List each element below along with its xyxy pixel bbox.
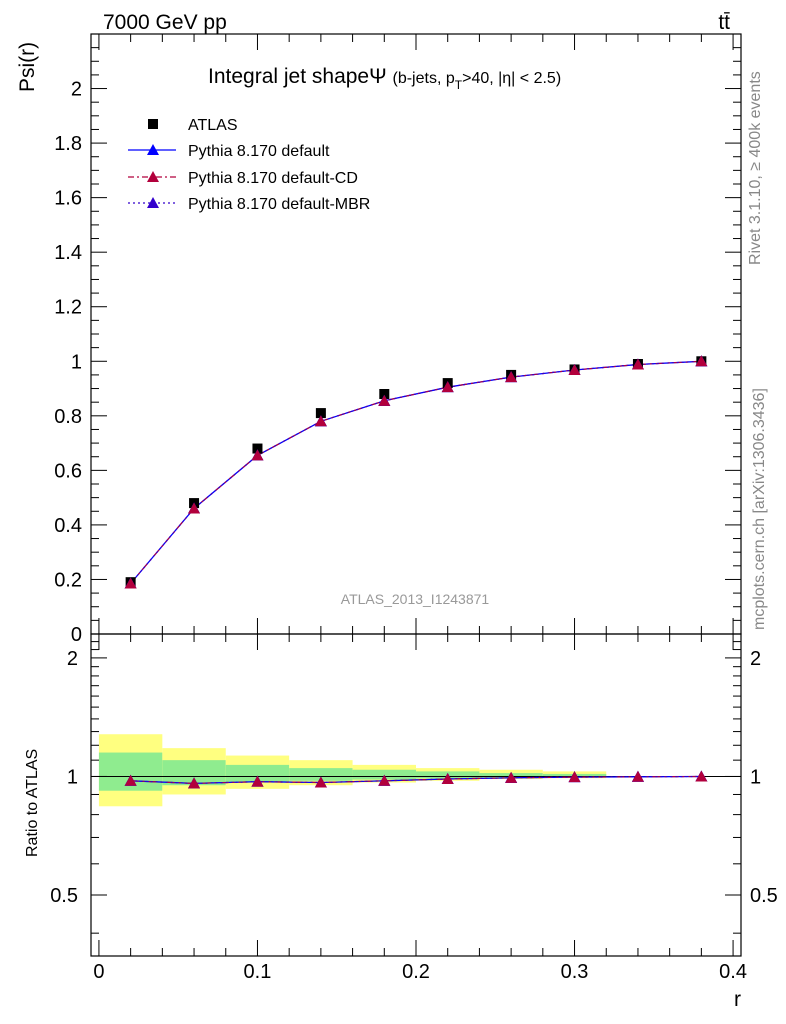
legend: ATLAS Pythia 8.170 default Pythia 8.170 de…	[128, 117, 370, 213]
x-axis-label: r	[734, 988, 741, 1011]
legend-entry: ATLAS	[148, 117, 238, 134]
ratio-marker	[631, 770, 644, 782]
ratio-plot-panel: 0.5 0.5 1 1 2 2 0 0.1 0.2 0.3 0.4 Ratio to ATLAS r	[24, 633, 778, 1011]
ratio-marker	[378, 774, 391, 786]
mcplots-label: mcplots.cern.ch [arXiv:1306.3436]	[751, 388, 768, 630]
y-tick-label: 1	[71, 351, 82, 373]
ratio-y-tick-label: 0.5	[50, 885, 78, 907]
y-tick-label: 1.6	[54, 188, 82, 210]
y-tick-label: 0	[71, 624, 82, 646]
x-tick-label: 0.1	[244, 961, 272, 983]
legend-square-marker	[148, 119, 158, 129]
chart-title-sub-index: T	[455, 78, 463, 92]
main-series-line	[130, 360, 702, 584]
atlas-data-point	[252, 443, 263, 454]
ratio-y-tick-label-right: 1	[750, 766, 761, 788]
y-tick-label: 1.2	[54, 297, 82, 319]
ratio-marker	[188, 777, 201, 789]
ratio-y-tick-label: 2	[67, 648, 78, 670]
main-series-line	[130, 360, 702, 584]
legend-triangle-marker	[147, 171, 159, 182]
legend-label: Pythia 8.170 default-MBR	[188, 196, 370, 213]
legend-label: Pythia 8.170 default-CD	[188, 170, 358, 187]
ratio-y-tick-label-right: 2	[750, 648, 761, 670]
x-tick-label: 0.2	[402, 961, 430, 983]
cd-marker	[695, 355, 708, 367]
rivet-label: Rivet 3.1.10, ≥ 400k events	[747, 71, 764, 265]
chart-title-sub: (b-jets, p	[393, 70, 455, 87]
ratio-marker	[124, 774, 137, 786]
legend-label: ATLAS	[188, 117, 238, 134]
ratio-series-line	[130, 775, 702, 785]
atlas-data-point	[379, 389, 390, 399]
chart-title: Integral jet shapeΨ (b-jets, pT>40, |η| …	[208, 65, 561, 92]
cd-marker	[441, 381, 454, 393]
ratio-marker	[568, 771, 581, 783]
y-tick-label: 1.4	[54, 242, 82, 264]
cd-marker	[378, 394, 391, 406]
y-tick-label: 0.6	[54, 460, 82, 482]
green-uncertainty-band	[289, 768, 353, 781]
cd-marker	[314, 415, 327, 427]
legend-label: Pythia 8.170 default	[188, 143, 330, 160]
chart-title-sub-tail: >40, |η| < 2.5)	[462, 70, 561, 87]
legend-triangle-marker	[147, 144, 159, 155]
y-tick-label: 0.4	[54, 515, 82, 537]
x-tick-label: 0.4	[719, 961, 747, 983]
ratio-y-tick-label-right: 0.5	[750, 885, 778, 907]
y-axis-label-main: Psi(r)	[16, 42, 39, 92]
green-uncertainty-band	[352, 769, 416, 780]
ratio-marker	[251, 775, 264, 787]
cd-marker	[505, 371, 518, 383]
ratio-marker	[441, 773, 454, 785]
y-tick-label: 1.8	[54, 133, 82, 155]
x-tick-label: 0	[93, 961, 104, 983]
main-plot-panel: 0 0.2 0.4 0.6 0.8 1 1.2 1.4 1.6 1.8 2 Psi(r) Integ…	[16, 33, 742, 646]
atlas-data-point	[315, 408, 326, 419]
ratio-marker	[314, 776, 327, 788]
green-uncertainty-band	[225, 764, 290, 783]
watermark: ATLAS_2013_I1243871	[341, 591, 490, 607]
legend-entry: Pythia 8.170 default-MBR	[128, 196, 370, 213]
header-left: 7000 GeV pp	[103, 11, 227, 34]
y-tick-label: 0.2	[54, 569, 82, 591]
cd-marker	[568, 364, 581, 375]
legend-triangle-marker	[147, 197, 159, 208]
legend-entry: Pythia 8.170 default	[128, 143, 330, 160]
y-axis-label-ratio: Ratio to ATLAS	[24, 749, 41, 857]
y-tick-label: 2	[71, 79, 82, 101]
cd-marker	[251, 449, 264, 461]
ratio-y-tick-label: 1	[67, 766, 78, 788]
ratio-marker	[695, 770, 708, 782]
x-tick-label: 0.3	[561, 961, 589, 983]
legend-entry: Pythia 8.170 default-CD	[128, 170, 358, 187]
cd-marker	[124, 577, 137, 589]
y-tick-label: 0.8	[54, 406, 82, 428]
chart-title-main: Integral jet shapeΨ	[208, 65, 387, 88]
cd-marker	[631, 358, 644, 370]
ratio-marker	[505, 771, 518, 783]
ratio-plot-frame	[90, 633, 742, 957]
cd-marker	[188, 502, 201, 514]
header-right: tt̄	[718, 11, 730, 34]
